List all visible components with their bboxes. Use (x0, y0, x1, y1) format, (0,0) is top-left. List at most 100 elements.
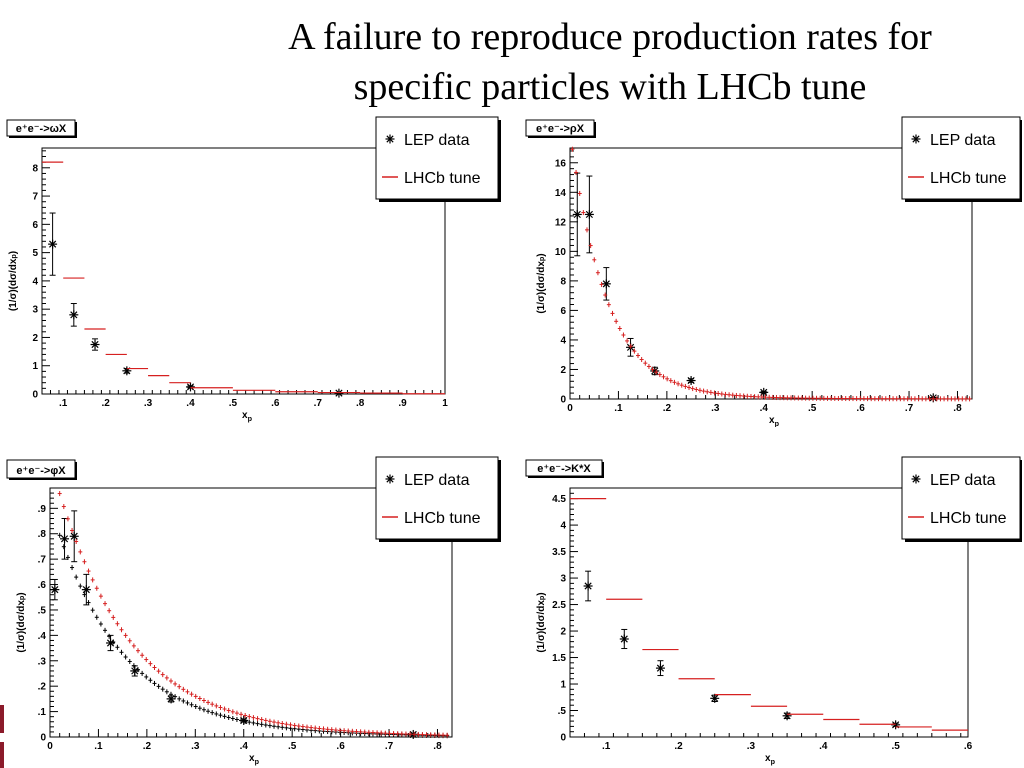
phi-mc-point (177, 684, 182, 690)
omega-y-tick-label: 4 (32, 276, 38, 287)
phi-mc-point (288, 722, 293, 728)
phi-mc-point (218, 704, 223, 710)
rho-mc-point (683, 383, 688, 389)
phi-data-fine-point (70, 565, 75, 571)
rho-mc-point (778, 395, 783, 401)
phi-data-fine-point (98, 621, 103, 627)
rho-mc-point (869, 396, 874, 402)
kstar-y-tick-label: 2.5 (552, 600, 566, 611)
kstar-x-axis-label: xp (765, 753, 776, 766)
phi-data-fine-point (226, 714, 231, 720)
rho-mc-point (650, 366, 655, 372)
phi-x-tick-label: .4 (240, 741, 249, 752)
omega-chart: .1 .2 .3 .4 .5 .6 .7 .8 .9 1 0 1 2 3 4 5 6 7 8 xp (1/σ)(dσ/d… (6, 116, 501, 423)
kstar-data-point (619, 634, 629, 644)
phi-mc-point (329, 727, 334, 733)
kstar-y-axis-label: (1/σ)(dσ/dxp) (536, 592, 547, 652)
phi-x-tick-label: .2 (143, 741, 152, 752)
phi-mc-point (280, 721, 285, 727)
phi-mc-point (321, 726, 326, 732)
phi-mc-point (168, 678, 173, 684)
phi-data-fine-point (136, 667, 141, 673)
rho-mc-point (632, 348, 637, 354)
rho-data-point (650, 366, 660, 376)
phi-mc-point (160, 672, 165, 678)
phi-data-fine-point (94, 614, 99, 620)
phi-data-fine-point (57, 532, 62, 538)
phi-y-tick-label: .3 (38, 656, 47, 667)
phi-data-fine-point (193, 704, 198, 710)
phi-data-fine-point (140, 670, 145, 676)
rho-y-tick-label: 16 (555, 158, 567, 169)
rho-mc-point (938, 396, 943, 402)
rho-mc-point (606, 302, 611, 308)
phi-data-fine-point (189, 702, 194, 708)
phi-data-fine-point (210, 710, 215, 716)
phi-mc-point (74, 538, 79, 544)
phi-data-fine-point (82, 592, 87, 598)
phi-x-axis-label: xp (249, 753, 260, 766)
phi-data-fine-point (201, 707, 206, 713)
phi-mc-point (152, 664, 157, 670)
omega-x-tick-label: 1 (442, 398, 448, 409)
rho-mc-point (774, 395, 779, 401)
phi-y-tick-label: 0 (40, 733, 46, 744)
phi-mc-point (375, 730, 380, 736)
rho-mc-point (770, 394, 775, 400)
phi-data-fine-point (164, 689, 169, 695)
slide-title-line2: specific particles with LHCb tune (353, 66, 867, 108)
omega-x-axis-label: xp (242, 410, 253, 423)
phi-mc-point (197, 696, 202, 702)
rho-mc-point (697, 387, 702, 393)
rho-series (570, 146, 972, 403)
kstar-x-tick-label: .1 (602, 741, 611, 752)
rho-mc-point (960, 396, 965, 402)
rho-x-tick-label: .4 (760, 403, 769, 414)
phi-data-fine-point (259, 721, 264, 727)
omega-x-tick-label: .6 (271, 398, 280, 409)
phi-data-fine-point (144, 674, 149, 680)
kstar-x-tick-label: .3 (747, 741, 756, 752)
rho-y-tick-label: 6 (560, 306, 566, 317)
omega-x-tick-label: .8 (356, 398, 365, 409)
rho-x-tick-label: .1 (614, 403, 623, 414)
rho-mc-point (829, 395, 834, 401)
omega-series (42, 161, 445, 398)
rho-mc-point (792, 395, 797, 401)
rho-data-point (601, 279, 611, 289)
kstar-legend: LEP data LHCb tune (901, 456, 1022, 542)
phi-mc-point (317, 725, 322, 731)
rho-plot-frame (569, 147, 973, 400)
phi-y-tick-label: .8 (38, 529, 47, 540)
rho-mc-point (942, 396, 947, 402)
phi-mc-point (201, 698, 206, 704)
kstar-x-tick-label: .5 (891, 741, 900, 752)
omega-x-tick-label: .4 (186, 398, 195, 409)
slide-title: A failure to reproduce production rates … (150, 12, 1024, 112)
phi-x-tick-label: .1 (94, 741, 103, 752)
rho-mc-point (599, 281, 604, 287)
rho-mc-point (723, 391, 728, 397)
kstar-legend-mc-label: LHCb tune (930, 510, 1007, 527)
phi-mc-point (267, 718, 272, 724)
rho-mc-point (901, 396, 906, 402)
rho-mc-point (767, 394, 772, 400)
kstar-x-tick-label: .2 (674, 741, 683, 752)
phi-data-fine-point (61, 544, 66, 550)
rho-mc-point (748, 393, 753, 399)
phi-data-fine-point (131, 663, 136, 669)
kstar-y-axis: 0 .5 1 1.5 2 2.5 3 3.5 4 4.5 (552, 487, 578, 744)
rho-mc-point (745, 393, 750, 399)
phi-mc-point (239, 711, 244, 717)
omega-legend: LEP data LHCb tune (375, 116, 501, 202)
rho-mc-point (803, 395, 808, 401)
omega-title-tag-text: e⁺e⁻->ωX (16, 123, 67, 135)
phi-title-tag: e⁺e⁻->φX (6, 459, 77, 480)
phi-mc-point (206, 699, 211, 705)
rho-mc-point (872, 396, 877, 402)
phi-mc-point (98, 593, 103, 599)
rho-mc-point (931, 396, 936, 402)
phi-y-tick-label: .6 (38, 580, 47, 591)
rho-x-tick-label: .2 (663, 403, 672, 414)
